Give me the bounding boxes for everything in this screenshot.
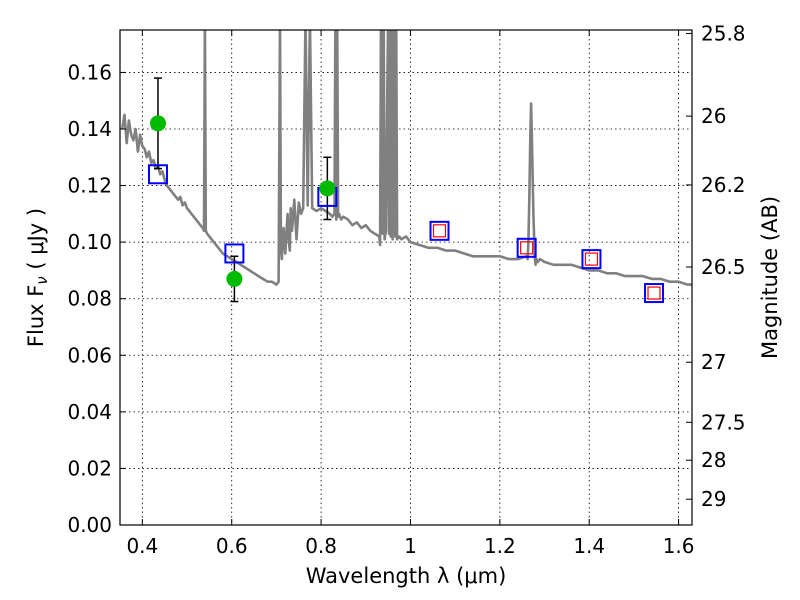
y-tick-label: 0.14	[67, 117, 112, 141]
observed-optical-marker	[319, 180, 336, 197]
observed-nir-marker	[432, 224, 447, 238]
y2-tick-label: 27	[701, 350, 726, 374]
y2-axis-title: Magnitude (AB)	[758, 196, 782, 359]
y-tick-label: 0.06	[67, 343, 112, 367]
x-tick-label: 0.8	[305, 534, 337, 558]
y-axis-title-main: Flux F	[24, 285, 48, 347]
model-photometry-marker	[644, 283, 665, 304]
y-tick-label: 0.08	[67, 287, 112, 311]
y2-tick-label: 29	[701, 487, 726, 511]
y-tick-label: 0.04	[67, 400, 112, 424]
y-axis-title-sub: ν	[33, 276, 51, 284]
x-tick-label: 1.6	[663, 534, 695, 558]
y-tick-label: 0.16	[67, 60, 112, 84]
model-spectrum-line	[120, 30, 692, 286]
x-tick-label: 0.4	[126, 534, 158, 558]
y2-tick-label: 26	[701, 104, 726, 128]
observed-optical-marker	[149, 115, 166, 132]
y-tick-label: 0.10	[67, 230, 112, 254]
axis-ticks: 0.4 0.6 0.8 1 1.2 1.4 1.6 0.00 0.02 0.04 0.06 0.08 0…	[67, 21, 745, 558]
y-tick-label: 0.00	[67, 513, 112, 537]
y-tick-label: 0.02	[67, 456, 112, 480]
plot-content	[120, 30, 692, 304]
x-axis-title: Wavelength λ (μm)	[306, 564, 507, 588]
y2-tick-label: 27.5	[701, 410, 746, 434]
observed-nir-marker	[584, 252, 599, 266]
y2-tick-label: 25.8	[701, 21, 746, 45]
observed-optical-marker	[226, 270, 243, 287]
y2-tick-label: 28	[701, 448, 726, 472]
model-photometry-marker	[429, 220, 450, 241]
x-tick-label: 1.4	[573, 534, 605, 558]
x-tick-label: 1	[404, 534, 417, 558]
observed-nir-marker	[520, 241, 534, 255]
observed-nir-marker	[647, 286, 661, 300]
model-photometry-marker	[581, 249, 602, 270]
y2-tick-label: 26.2	[701, 173, 746, 197]
x-tick-label: 1.2	[484, 534, 516, 558]
x-tick-label: 0.6	[216, 534, 248, 558]
plot-frame	[119, 29, 693, 526]
model-photometry-marker	[147, 164, 168, 185]
y-axis-title: Flux Fν ( μJy )	[24, 208, 51, 347]
y-tick-label: 0.12	[67, 174, 112, 198]
y-axis-title-unit: ( μJy )	[24, 208, 48, 276]
model-photometry-marker	[224, 243, 245, 264]
y2-tick-label: 26.5	[701, 255, 746, 279]
model-photometry-marker	[516, 237, 537, 258]
